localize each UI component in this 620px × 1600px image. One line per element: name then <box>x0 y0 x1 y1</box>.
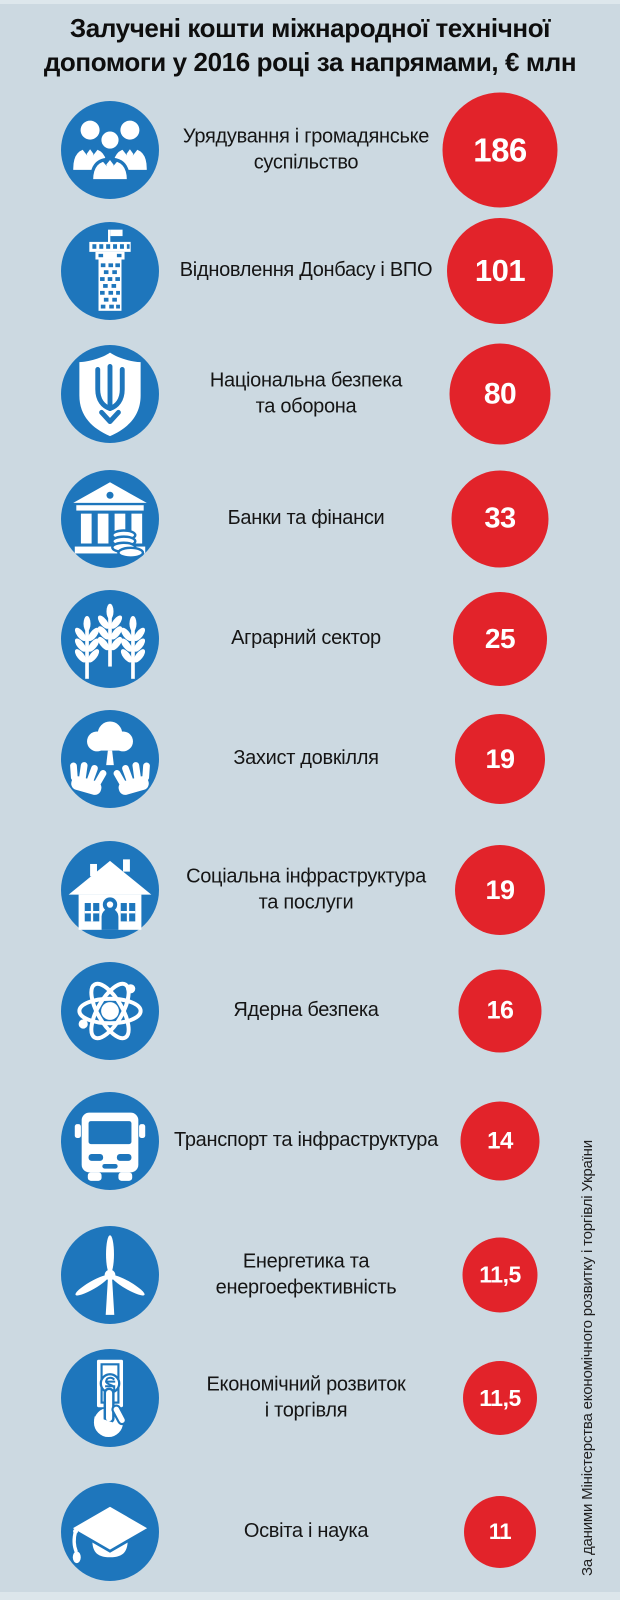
value-label: 186 <box>473 131 527 168</box>
category-label: Урядування і громадянське суспільство <box>182 125 430 173</box>
hands-tree-icon <box>61 710 159 808</box>
value-label: 11,5 <box>479 1384 521 1411</box>
value-label: 11 <box>488 1519 512 1544</box>
category-label: Національна безпека та оборона <box>209 369 403 417</box>
category-label: Економічний розвиток і торгівля <box>206 1373 406 1421</box>
value-label: 19 <box>485 743 515 774</box>
value-bubble: 19 <box>455 845 545 935</box>
value-label: 11,5 <box>479 1261 521 1288</box>
bank-icon <box>61 470 159 568</box>
value-label: 14 <box>487 1127 513 1154</box>
value-bubble: 25 <box>453 592 547 686</box>
value-bubble: 80 <box>449 343 551 445</box>
value-bubble: 11,5 <box>462 1237 538 1313</box>
category-label: Захист довкілля <box>233 747 379 770</box>
trident-shield-icon <box>61 345 159 443</box>
house-icon <box>61 841 159 939</box>
source-note: За даними Міністерства економічного розв… <box>579 1140 596 1576</box>
value-label: 16 <box>486 996 514 1025</box>
value-bubble: 101 <box>447 218 553 324</box>
atom-icon <box>61 962 159 1060</box>
category-label: Енергетика та енергоефективність <box>215 1250 397 1298</box>
money-hand-icon <box>61 1349 159 1447</box>
value-bubble: 19 <box>455 714 545 804</box>
value-bubble: 14 <box>460 1101 540 1181</box>
value-bubble: 186 <box>442 92 558 208</box>
value-bubble: 11 <box>464 1496 536 1568</box>
value-label: 19 <box>485 874 515 905</box>
graduation-cap-icon <box>61 1483 159 1581</box>
value-label: 80 <box>483 377 517 410</box>
bottom-edge-strip <box>0 1592 620 1600</box>
people-group-icon <box>61 101 159 199</box>
value-bubble: 16 <box>458 969 542 1053</box>
bus-icon <box>61 1092 159 1190</box>
value-label: 101 <box>474 253 526 288</box>
value-label: 25 <box>484 623 516 654</box>
category-label: Транспорт та інфраструктура <box>174 1129 438 1152</box>
chart-title: Залучені кошти міжнародної технічної доп… <box>43 13 577 77</box>
donbas-tower-icon <box>61 222 159 320</box>
wheat-icon <box>61 590 159 688</box>
wind-turbine-icon <box>61 1226 159 1324</box>
category-label: Відновлення Донбасу і ВПО <box>179 259 433 282</box>
value-label: 33 <box>484 502 516 535</box>
category-label: Ядерна безпека <box>233 999 379 1022</box>
category-label: Аграрний сектор <box>231 627 381 650</box>
category-label: Соціальна інфраструктура та послуги <box>186 865 426 913</box>
value-bubble: 11,5 <box>463 1361 537 1435</box>
top-edge-strip <box>0 0 620 4</box>
value-bubble: 33 <box>451 470 549 568</box>
category-label: Банки та фінанси <box>227 507 385 530</box>
category-label: Освіта і наука <box>243 1520 369 1543</box>
